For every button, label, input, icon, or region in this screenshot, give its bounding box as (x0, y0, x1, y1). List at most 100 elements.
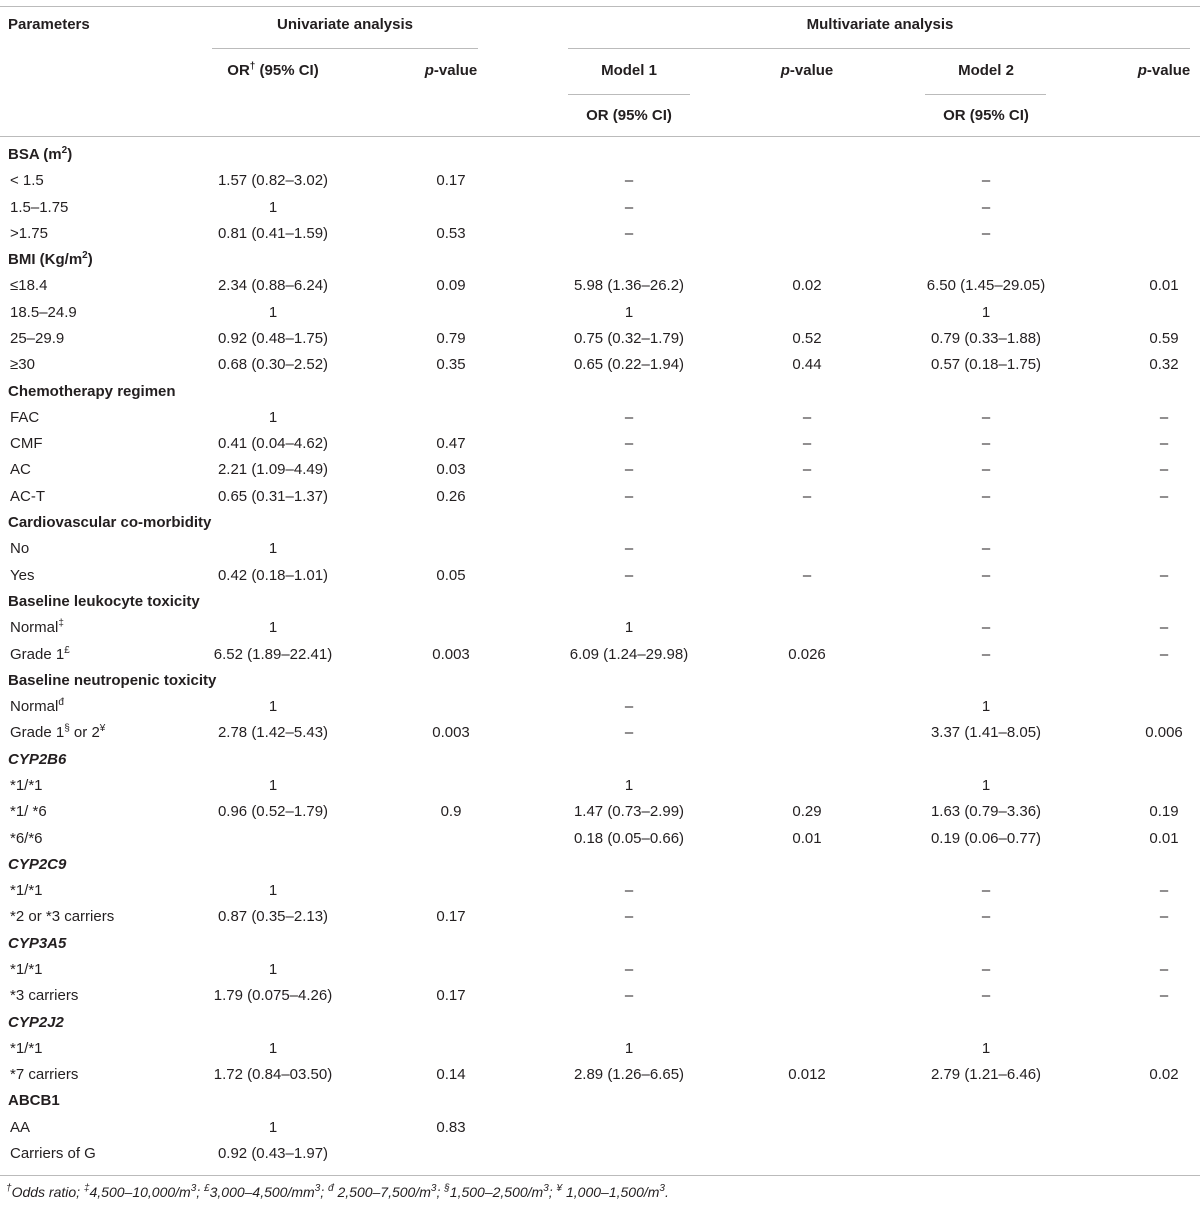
table-cell: 6.09 (1.24–29.98) (569, 645, 689, 663)
table-cell: – (1159, 487, 1169, 505)
table-cell: 1 (268, 698, 278, 716)
table-cell: 0.81 (0.41–1.59) (217, 224, 329, 242)
row-label: AA (10, 1118, 31, 1136)
table-cell: 1 (981, 776, 991, 794)
table-cell: 0.003 (432, 645, 470, 663)
text-part: Normal (10, 619, 59, 637)
table-cell: – (981, 960, 991, 978)
superscript: † (249, 61, 256, 72)
footnote: †Odds ratio; ‡4,500–10,000/m3; £3,000–4,… (6, 1183, 669, 1201)
table-cell: – (624, 724, 634, 742)
table-cell: 1 (268, 619, 278, 637)
table-cell: 1 (624, 1039, 634, 1057)
superscript: 3 (543, 1183, 549, 1194)
section-header: Chemotherapy regimen (8, 382, 176, 400)
section-header: CYP3A5 (8, 934, 67, 952)
table-cell: – (981, 487, 991, 505)
table-cell: 1 (268, 303, 278, 321)
superscript: ¥ (556, 1183, 563, 1194)
table-cell: – (1159, 645, 1169, 663)
table-cell: – (981, 408, 991, 426)
text-part: or 2 (69, 724, 100, 742)
row-label: *6/*6 (10, 829, 43, 847)
column-header: p-value (781, 62, 834, 80)
table-cell: 0.003 (432, 724, 470, 742)
table-cell: 0.19 (1149, 803, 1179, 821)
row-label: AC (10, 461, 31, 479)
column-header: Model 2 (958, 62, 1014, 79)
text-part: BSA (m (8, 146, 62, 163)
row-label: Carriers of G (10, 1145, 96, 1163)
table-cell: 0.52 (792, 330, 822, 348)
section-header: CYP2J2 (8, 1013, 64, 1031)
superscript: § (64, 723, 70, 735)
column-subheader: OR (95% CI) (586, 107, 672, 124)
table-cell: – (981, 987, 991, 1005)
table-cell: – (802, 566, 812, 584)
row-label: *1/*1 (10, 882, 43, 900)
row-label: >1.75 (10, 224, 48, 242)
table-cell: 0.02 (1149, 1066, 1179, 1084)
table-cell: 0.05 (436, 566, 466, 584)
table-cell: – (624, 461, 634, 479)
text-part: ) (87, 251, 93, 269)
table-cell: 1 (624, 303, 634, 321)
text-part: Grade 1 (10, 645, 65, 663)
row-label: FAC (10, 408, 40, 426)
text-part: -value (433, 62, 478, 79)
superscript: 2 (82, 250, 88, 262)
table-cell: 0.03 (436, 461, 466, 479)
table-cell: 0.01 (1149, 829, 1179, 847)
table-cell: 0.47 (436, 435, 466, 453)
italic-part: p (424, 62, 434, 79)
table-cell: 2.89 (1.26–6.65) (573, 1066, 685, 1084)
table-cell: – (981, 224, 991, 242)
table-cell: – (981, 619, 991, 637)
rule (568, 48, 1190, 49)
text-part: OR (227, 62, 250, 79)
table-cell: 0.19 (0.06–0.77) (930, 829, 1042, 847)
table-cell: – (802, 408, 812, 426)
table-cell: 0.65 (0.31–1.37) (217, 487, 329, 505)
row-label: *1/*1 (10, 960, 43, 978)
rule (0, 136, 1200, 137)
table-cell: – (624, 224, 634, 242)
text-part: -value (789, 62, 834, 79)
table-cell: – (1159, 408, 1169, 426)
section-header: BSA (m2) (8, 146, 72, 164)
table-cell: – (802, 487, 812, 505)
row-label: 18.5–24.9 (10, 303, 77, 321)
table-cell: 1 (981, 303, 991, 321)
text-part: Grade 1 (10, 724, 65, 742)
text-part: 2,500–7,500/m (333, 1184, 431, 1200)
superscript: đ (58, 697, 64, 709)
table-cell: – (981, 198, 991, 216)
table-cell: – (1159, 987, 1169, 1005)
table-cell: – (624, 960, 634, 978)
table-cell: 0.65 (0.22–1.94) (573, 356, 685, 374)
text-part: . (664, 1184, 669, 1200)
table-cell: 0.92 (0.48–1.75) (217, 330, 329, 348)
text-part: 3,000–4,500/mm (209, 1184, 315, 1200)
table-cell: – (802, 435, 812, 453)
row-label: AC-T (10, 487, 45, 505)
table-cell: 0.26 (436, 487, 466, 505)
table-cell: 0.01 (792, 829, 822, 847)
text-part: -value (1146, 62, 1191, 79)
table-cell: 0.96 (0.52–1.79) (217, 803, 329, 821)
section-header: Cardiovascular co-morbidity (8, 514, 212, 532)
column-subheader: OR (95% CI) (943, 107, 1029, 124)
table-cell: – (624, 435, 634, 453)
table-cell: 0.87 (0.35–2.13) (217, 908, 329, 926)
text-part: 1,000–1,500/m (562, 1184, 660, 1200)
superscript: 3 (314, 1183, 321, 1194)
row-label: *7 carriers (10, 1066, 79, 1084)
rule (0, 1175, 1200, 1176)
table-cell: 0.35 (436, 356, 466, 374)
row-label: Normal‡ (10, 619, 64, 637)
rule (0, 6, 1200, 7)
table-cell: 1 (268, 540, 278, 558)
table-cell: – (981, 645, 991, 663)
table-cell: 0.17 (436, 987, 466, 1005)
